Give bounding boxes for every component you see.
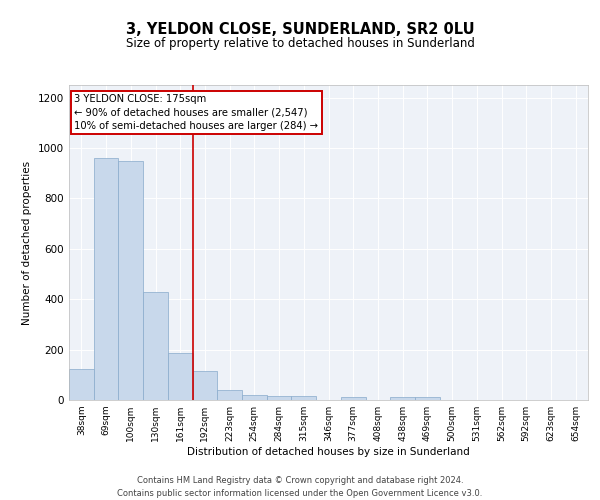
Bar — [341, 398, 365, 400]
Bar — [267, 396, 292, 400]
Bar — [217, 390, 242, 400]
Bar — [118, 160, 143, 400]
Text: 3, YELDON CLOSE, SUNDERLAND, SR2 0LU: 3, YELDON CLOSE, SUNDERLAND, SR2 0LU — [125, 22, 475, 38]
Bar — [242, 395, 267, 400]
Bar — [193, 371, 217, 400]
X-axis label: Distribution of detached houses by size in Sunderland: Distribution of detached houses by size … — [187, 447, 470, 457]
Bar — [390, 398, 415, 400]
Bar — [168, 354, 193, 400]
Text: 3 YELDON CLOSE: 175sqm
← 90% of detached houses are smaller (2,547)
10% of semi-: 3 YELDON CLOSE: 175sqm ← 90% of detached… — [74, 94, 318, 131]
Text: Contains HM Land Registry data © Crown copyright and database right 2024.
Contai: Contains HM Land Registry data © Crown c… — [118, 476, 482, 498]
Bar — [143, 292, 168, 400]
Text: Size of property relative to detached houses in Sunderland: Size of property relative to detached ho… — [125, 38, 475, 51]
Bar — [94, 158, 118, 400]
Bar — [69, 368, 94, 400]
Y-axis label: Number of detached properties: Number of detached properties — [22, 160, 32, 324]
Bar — [292, 396, 316, 400]
Bar — [415, 398, 440, 400]
